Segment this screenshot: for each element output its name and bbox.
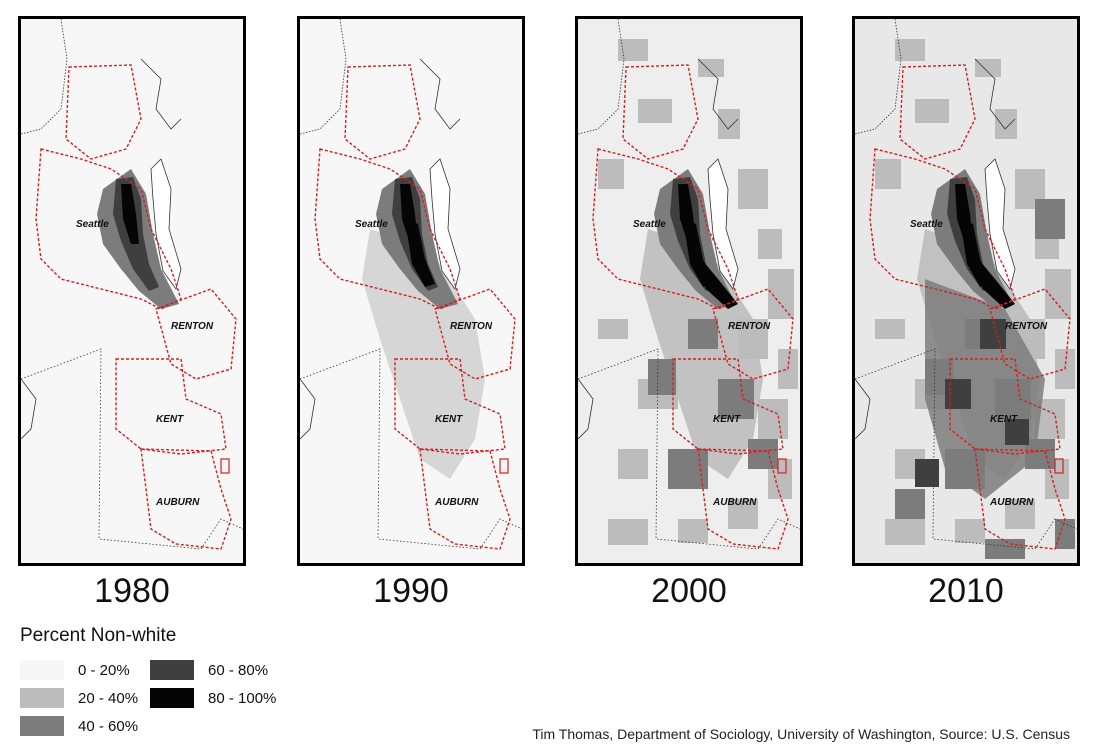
city-label-auburn: AUBURN: [434, 497, 479, 508]
city-label-kent: KENT: [713, 414, 741, 425]
legend-item: 0 - 20%: [20, 660, 130, 680]
legend-swatch: [20, 716, 64, 736]
city-label-seattle: Seattle: [633, 219, 666, 230]
legend-label: 0 - 20%: [78, 661, 130, 679]
map-panel-1990: Seattle RENTON KENT AUBURN: [297, 16, 525, 566]
legend-swatch: [150, 660, 194, 680]
city-label-auburn: AUBURN: [989, 497, 1034, 508]
legend-label: 60 - 80%: [208, 661, 269, 679]
city-label-auburn: AUBURN: [155, 497, 200, 508]
city-label-kent: KENT: [156, 414, 184, 425]
census-map-1980: Seattle RENTON KENT AUBURN: [21, 19, 243, 563]
legend-label: 20 - 40%: [78, 689, 139, 707]
map-panel-2000: Seattle RENTON KENT AUBURN: [575, 16, 803, 566]
city-label-renton: RENTON: [450, 321, 493, 332]
city-label-kent: KENT: [990, 414, 1018, 425]
legend-swatch: [20, 688, 64, 708]
map-panel-2010: Seattle RENTON KENT AUBURN: [852, 16, 1080, 566]
city-label-renton: RENTON: [1005, 321, 1048, 332]
city-label-kent: KENT: [435, 414, 463, 425]
legend-label: 80 - 100%: [208, 689, 277, 707]
city-label-renton: RENTON: [728, 321, 771, 332]
year-label-2000: 2000: [651, 572, 727, 610]
legend-item: 80 - 100%: [150, 688, 276, 708]
city-label-auburn: AUBURN: [712, 497, 757, 508]
legend-item: 60 - 80%: [150, 660, 268, 680]
legend-title: Percent Non-white: [20, 625, 177, 646]
map-panel-1980: Seattle RENTON KENT AUBURN: [18, 16, 246, 566]
census-map-2000: Seattle RENTON KENT AUBURN: [578, 19, 800, 563]
city-label-seattle: Seattle: [76, 219, 109, 230]
city-label-renton: RENTON: [171, 321, 214, 332]
legend-swatch: [150, 688, 194, 708]
year-label-1990: 1990: [373, 572, 449, 610]
census-map-1990: Seattle RENTON KENT AUBURN: [300, 19, 522, 563]
year-label-1980: 1980: [94, 572, 170, 610]
city-label-seattle: Seattle: [355, 219, 388, 230]
legend-item: 40 - 60%: [20, 716, 138, 736]
year-label-2010: 2010: [928, 572, 1004, 610]
legend-label: 40 - 60%: [78, 717, 139, 735]
legend-item: 20 - 40%: [20, 688, 138, 708]
census-map-2010: Seattle RENTON KENT AUBURN: [855, 19, 1077, 563]
legend-swatch: [20, 660, 64, 680]
city-label-seattle: Seattle: [910, 219, 943, 230]
source-credit: Tim Thomas, Department of Sociology, Uni…: [532, 726, 1070, 742]
